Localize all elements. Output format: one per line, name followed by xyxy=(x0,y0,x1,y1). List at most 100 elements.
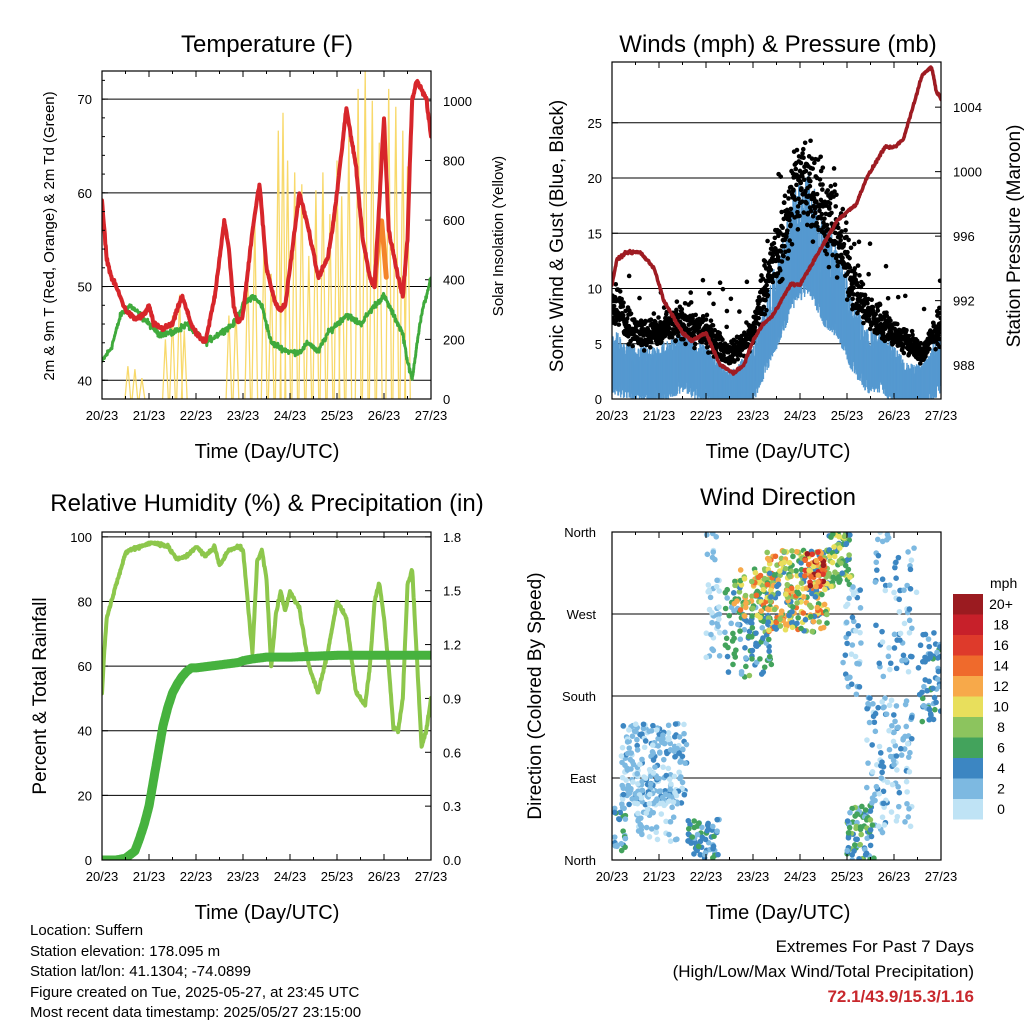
direction-point xyxy=(876,743,883,750)
direction-point xyxy=(808,573,814,580)
solar-spike xyxy=(361,71,369,399)
gust-point xyxy=(706,290,712,296)
direction-point xyxy=(630,779,636,785)
gust-point xyxy=(804,222,810,228)
gust-point xyxy=(781,253,786,259)
direction-point xyxy=(795,614,801,621)
direction-point xyxy=(775,590,782,597)
direction-point xyxy=(868,833,875,840)
direction-point xyxy=(716,588,722,594)
solar-spike xyxy=(138,378,146,399)
rain-y2tick-label: 0.9 xyxy=(443,691,461,706)
direction-point xyxy=(734,598,740,604)
gust-point xyxy=(936,330,941,335)
direction-point xyxy=(873,622,879,629)
legend-swatch xyxy=(953,778,983,799)
direction-point xyxy=(648,826,655,832)
gust-point xyxy=(771,240,777,246)
gust-point xyxy=(841,241,847,247)
gust-point xyxy=(617,289,623,294)
direction-point xyxy=(695,843,702,850)
direction-point xyxy=(887,660,894,667)
direction-point xyxy=(901,620,908,627)
direction-point xyxy=(793,568,799,574)
direction-point xyxy=(656,788,662,795)
direction-point xyxy=(913,589,920,596)
direction-point xyxy=(891,712,897,718)
gust-point xyxy=(866,271,871,277)
direction-point xyxy=(681,791,688,798)
direction-point xyxy=(620,791,627,798)
direction-point xyxy=(862,807,869,813)
direction-ylabel: Direction (Colored By Speed) xyxy=(525,572,546,819)
pressure-y2tick-label: 992 xyxy=(953,294,975,309)
gust-point xyxy=(843,220,849,225)
dewpoint-line xyxy=(102,275,431,381)
winds-title: Winds (mph) & Pressure (mb) xyxy=(619,31,936,58)
solar-y2tick-label: 600 xyxy=(443,213,465,228)
gust-point xyxy=(937,305,941,311)
gust-point xyxy=(756,294,762,300)
direction-point xyxy=(828,583,834,590)
direction-point xyxy=(848,681,855,688)
direction-point xyxy=(705,582,712,588)
direction-point xyxy=(724,653,731,660)
gust-point xyxy=(637,295,642,301)
gust-point xyxy=(807,205,813,210)
direction-point xyxy=(773,619,780,626)
direction-title: Wind Direction xyxy=(700,484,856,511)
direction-point xyxy=(824,620,830,626)
direction-point xyxy=(716,653,723,659)
extremes-subheading: (High/Low/Max Wind/Total Precipitation) xyxy=(672,962,974,981)
gust-point xyxy=(829,210,834,216)
direction-point xyxy=(654,836,661,843)
temp-xtick-label: 22/23 xyxy=(180,408,213,423)
direction-point xyxy=(704,551,711,558)
temp-xtick-label: 21/23 xyxy=(133,408,166,423)
gust-point xyxy=(840,206,846,212)
gust-point xyxy=(613,281,619,287)
temp-xtick-label: 24/23 xyxy=(274,408,307,423)
solar-spike xyxy=(131,369,139,399)
direction-point xyxy=(844,675,851,682)
gust-point xyxy=(814,220,819,226)
direction-point xyxy=(634,747,641,753)
gust-point xyxy=(720,337,725,343)
direction-point xyxy=(905,754,912,760)
station-latlon: Station lat/lon: 41.1304; -74.0899 xyxy=(30,963,252,980)
direction-point xyxy=(737,628,743,634)
gust-point xyxy=(820,182,825,187)
direction-point xyxy=(852,628,859,634)
winds-panel: Winds (mph) & Pressure (mb) 0 5 10 15 20 25 98… xyxy=(547,31,1024,463)
direction-point xyxy=(846,552,852,558)
direction-point xyxy=(683,741,690,748)
direction-point xyxy=(843,603,849,610)
gust-point xyxy=(840,255,845,261)
direction-point xyxy=(900,736,906,743)
direction-point xyxy=(871,719,878,726)
gust-point xyxy=(619,296,624,302)
direction-point xyxy=(646,766,653,773)
direction-point xyxy=(891,589,897,596)
direction-point xyxy=(714,828,720,834)
gust-point xyxy=(937,278,941,284)
direction-point xyxy=(731,651,738,657)
direction-point xyxy=(665,765,672,772)
gust-point xyxy=(833,204,839,209)
direction-point xyxy=(931,630,937,636)
gust-point xyxy=(674,307,679,313)
legend-swatch xyxy=(953,799,983,820)
gust-point xyxy=(763,266,769,271)
direction-point xyxy=(845,566,852,573)
solar-spike xyxy=(385,88,393,399)
direction-point xyxy=(634,736,640,743)
humidity-xlabel: Time (Day/UTC) xyxy=(195,902,340,924)
direction-point xyxy=(879,814,886,821)
gust-point xyxy=(795,209,800,215)
direction-point xyxy=(703,532,710,538)
gust-point xyxy=(630,343,635,349)
gust-point xyxy=(906,333,912,339)
wind-xtick-label: 25/23 xyxy=(831,408,864,423)
direction-point xyxy=(768,661,775,668)
rh-line xyxy=(102,540,431,749)
